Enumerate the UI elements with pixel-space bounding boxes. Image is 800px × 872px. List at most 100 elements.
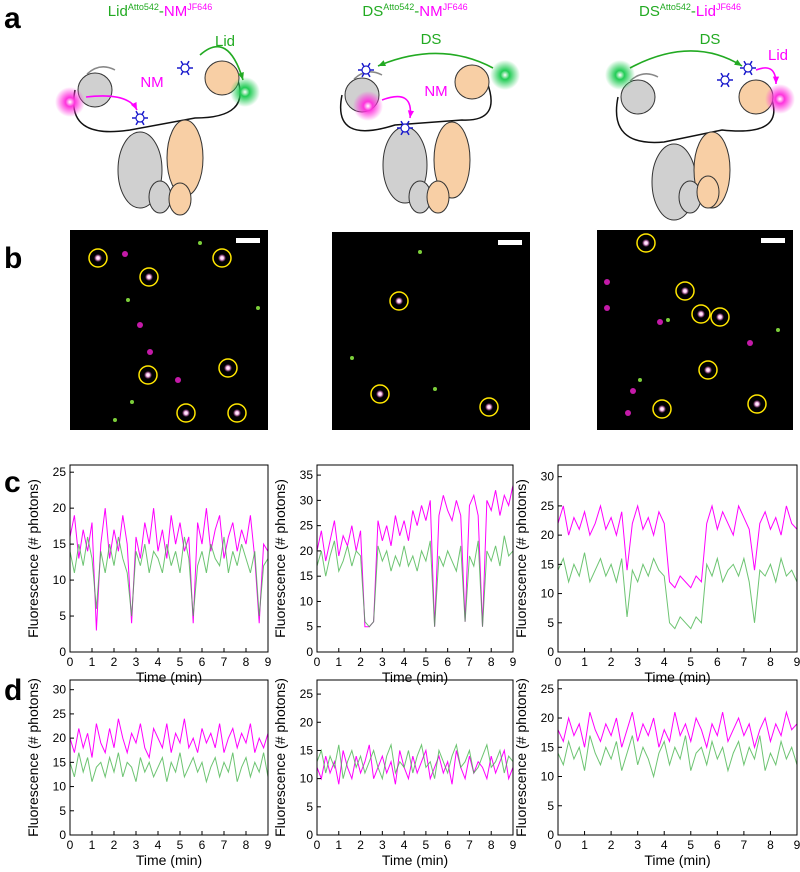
scale-bar — [498, 240, 522, 245]
title-part: DS — [639, 3, 660, 20]
y-tick-label: 5 — [306, 620, 313, 634]
y-tick-label: 5 — [547, 616, 554, 630]
quencher-ring — [180, 63, 190, 73]
x-axis-label: Time (min) — [136, 852, 202, 868]
spot-marker — [138, 365, 158, 385]
x-tick-label: 9 — [265, 655, 272, 669]
y-tick-label: 5 — [306, 800, 313, 814]
y-tick-label: 25 — [53, 465, 67, 479]
x-tick-label: 9 — [265, 838, 272, 852]
y-tick-label: 0 — [306, 828, 313, 842]
image-bg — [597, 230, 793, 430]
y-tick-label: 10 — [300, 594, 314, 608]
x-tick-label: 5 — [423, 655, 430, 669]
title-part: Atto542 — [128, 2, 159, 12]
title-part: JF646 — [187, 2, 212, 12]
x-tick-label: 4 — [401, 655, 408, 669]
linker — [339, 81, 492, 132]
x-tick-label: 3 — [133, 655, 140, 669]
x-tick-label: 1 — [335, 655, 342, 669]
arrow-head — [130, 102, 137, 110]
arrow-head — [407, 110, 415, 118]
title-part: DS — [362, 3, 383, 20]
trace — [70, 718, 268, 760]
x-tick-label: 0 — [67, 655, 74, 669]
spot — [350, 356, 354, 360]
schematic-title: DSAtto542-LidJF646 — [639, 2, 741, 20]
y-tick-label: 15 — [541, 740, 555, 754]
x-tick-label: 1 — [89, 655, 96, 669]
x-tick-label: 3 — [634, 655, 641, 669]
spot — [198, 241, 202, 245]
panel-label: b — [4, 242, 22, 275]
spot — [630, 388, 636, 394]
transfer-arrow — [381, 95, 412, 119]
spot — [625, 410, 631, 416]
transfer-arrow — [629, 50, 743, 69]
y-axis-label: Fluorescence (# photons) — [272, 678, 288, 837]
fluorophore — [490, 60, 520, 90]
y-tick-label: 10 — [541, 770, 555, 784]
x-axis-label: Time (min) — [644, 669, 710, 685]
y-tick-label: 15 — [541, 557, 555, 571]
x-tick-label: 2 — [111, 655, 118, 669]
x-tick-label: 3 — [379, 838, 386, 852]
fluorophore — [605, 60, 635, 90]
y-tick-label: 10 — [53, 780, 67, 794]
y-tick-label: 0 — [547, 828, 554, 842]
y-tick-label: 25 — [300, 519, 314, 533]
y-tick-label: 15 — [300, 569, 314, 583]
micrograph — [332, 232, 530, 430]
x-tick-label: 3 — [634, 838, 641, 852]
x-tick-label: 0 — [314, 655, 321, 669]
spot — [716, 313, 724, 321]
spot-marker — [227, 403, 247, 423]
transfer-arrow — [199, 45, 244, 81]
x-tick-label: 6 — [714, 655, 721, 669]
x-tick-label: 4 — [661, 655, 668, 669]
title-part: JF646 — [716, 2, 741, 12]
y-tick-label: 25 — [300, 687, 314, 701]
y-tick-label: 0 — [59, 645, 66, 659]
spot-marker — [652, 399, 672, 419]
plot-area — [70, 718, 268, 784]
x-tick-label: 4 — [401, 838, 408, 852]
y-axis-label: Fluorescence (# photons) — [513, 678, 529, 837]
spot — [681, 287, 689, 295]
spot — [218, 254, 226, 262]
fluorophore — [55, 87, 85, 117]
x-tick-label: 6 — [444, 838, 451, 852]
spot — [144, 371, 152, 379]
x-tick-label: 8 — [767, 655, 774, 669]
fluorophore — [353, 91, 383, 121]
foot — [168, 182, 192, 216]
spot — [147, 349, 153, 355]
x-tick-label: 6 — [199, 655, 206, 669]
x-tick-label: 7 — [741, 838, 748, 852]
image-bg — [70, 230, 268, 430]
spot — [137, 322, 143, 328]
arrow-label: DS — [700, 31, 721, 48]
plot-area — [558, 710, 797, 779]
plot-area — [70, 508, 268, 631]
axes-frame — [557, 464, 798, 653]
spot — [776, 328, 780, 332]
trace — [558, 552, 797, 630]
x-tick-label: 8 — [243, 655, 250, 669]
quencher-ring — [743, 63, 753, 73]
y-tick-label: 20 — [541, 528, 555, 542]
x-axis-label: Time (min) — [382, 669, 448, 685]
title-part: Atto542 — [660, 2, 691, 12]
x-tick-label: 2 — [357, 838, 364, 852]
y-tick-label: 35 — [300, 468, 314, 482]
x-tick-label: 0 — [555, 838, 562, 852]
spot — [704, 366, 712, 374]
plot-area — [317, 742, 513, 785]
spot — [657, 319, 663, 325]
title-part: Atto542 — [383, 2, 414, 12]
